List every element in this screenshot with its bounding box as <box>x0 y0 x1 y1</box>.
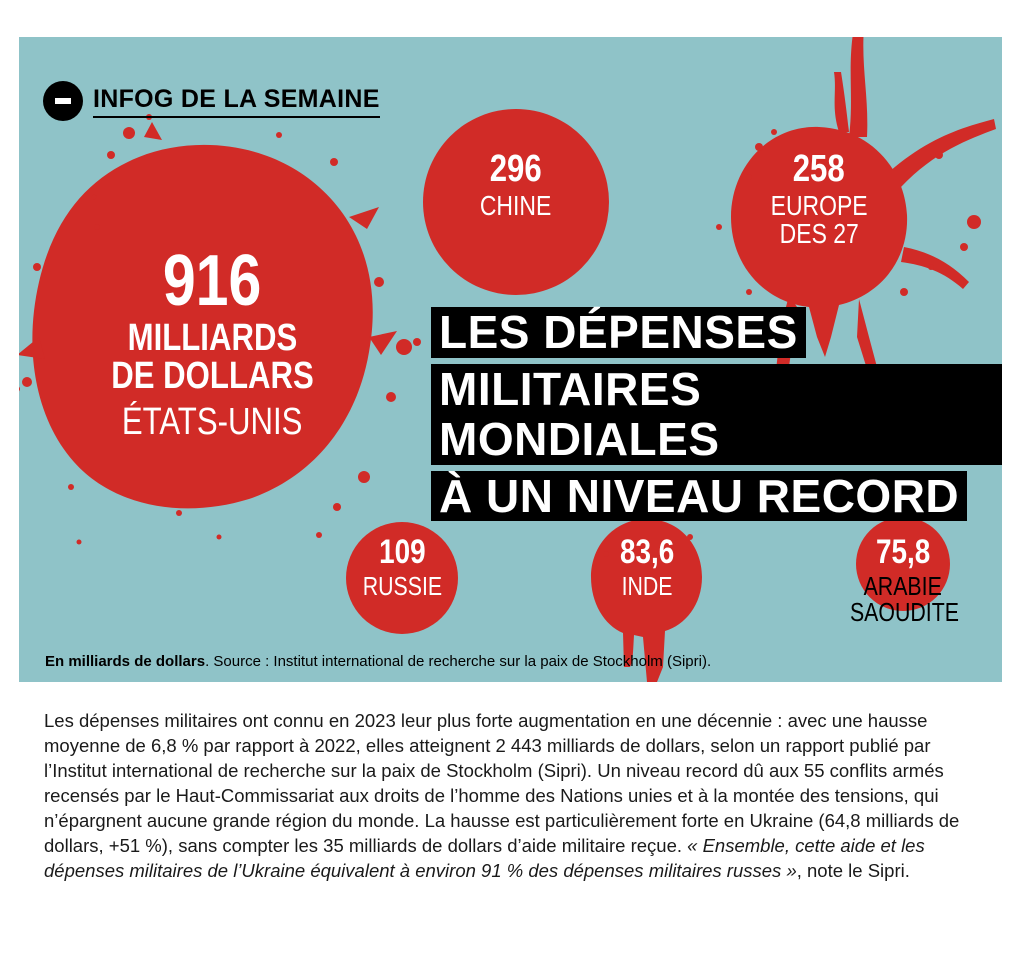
brand-title: INFOG DE LA SEMAINE <box>93 85 380 118</box>
usa-name: ÉTATS-UNIS <box>121 401 303 443</box>
europe-label: 258 EUROPE DES 27 <box>759 150 879 248</box>
india-value: 83,6 <box>619 533 675 571</box>
india-splatter <box>591 519 702 682</box>
bubble-layer <box>19 37 996 682</box>
russia-label: 109 RUSSIE <box>347 535 457 599</box>
headline: LES DÉPENSES MILITAIRES MONDIALES À UN N… <box>431 307 1002 527</box>
europe-splatter <box>716 37 996 447</box>
russia-value: 109 <box>378 533 426 571</box>
article-quote: « Ensemble, cette aide et les dépenses m… <box>44 835 925 881</box>
china-value: 296 <box>490 148 542 190</box>
bubble-china <box>423 109 609 295</box>
article-text: Les dépenses militaires ont connu en 202… <box>44 710 960 856</box>
article-ending: , note le Sipri. <box>796 860 910 881</box>
china-name: CHINE <box>480 190 552 221</box>
brand-header: INFOG DE LA SEMAINE <box>43 81 380 121</box>
headline-line-2: MILITAIRES MONDIALES <box>431 363 1002 465</box>
usa-label: 916 MILLIARDS DE DOLLARS ÉTATS-UNIS <box>87 245 337 441</box>
saudi-name-line1: ARABIE <box>863 571 943 601</box>
russia-name: RUSSIE <box>362 571 442 601</box>
source-unit: En milliards de dollars <box>45 653 206 670</box>
europe-value: 258 <box>793 148 845 190</box>
usa-unit-line2: DE DOLLARS <box>110 355 314 397</box>
usa-splatter <box>19 114 421 545</box>
saudi-label: 75,8 ARABIE SAOUDITE <box>838 535 968 625</box>
brand-logo-icon <box>43 81 83 121</box>
headline-line-1: LES DÉPENSES <box>431 307 806 358</box>
europe-name-line1: EUROPE <box>770 190 868 221</box>
usa-value: 916 <box>162 241 262 321</box>
infographic-panel: INFOG DE LA SEMAINE 916 MILLIARDS DE DOL… <box>19 37 1002 682</box>
saudi-value: 75,8 <box>875 533 931 571</box>
india-label: 83,6 INDE <box>592 535 702 599</box>
headline-line-3: À UN NIVEAU RECORD <box>431 471 968 522</box>
bubble-russia <box>346 522 458 634</box>
source-text: . Source : Institut international de rec… <box>205 653 712 670</box>
article-paragraph: Les dépenses militaires ont connu en 202… <box>44 708 984 883</box>
europe-name-line2: DES 27 <box>779 218 859 249</box>
saudi-name-line2: SAOUDITE <box>849 597 959 627</box>
bubble-saudi <box>856 517 950 611</box>
usa-unit-line1: MILLIARDS <box>127 317 297 359</box>
india-name: INDE <box>621 571 673 601</box>
source-note: En milliards de dollars. Source : Instit… <box>45 653 711 670</box>
china-label: 296 CHINE <box>456 150 576 220</box>
